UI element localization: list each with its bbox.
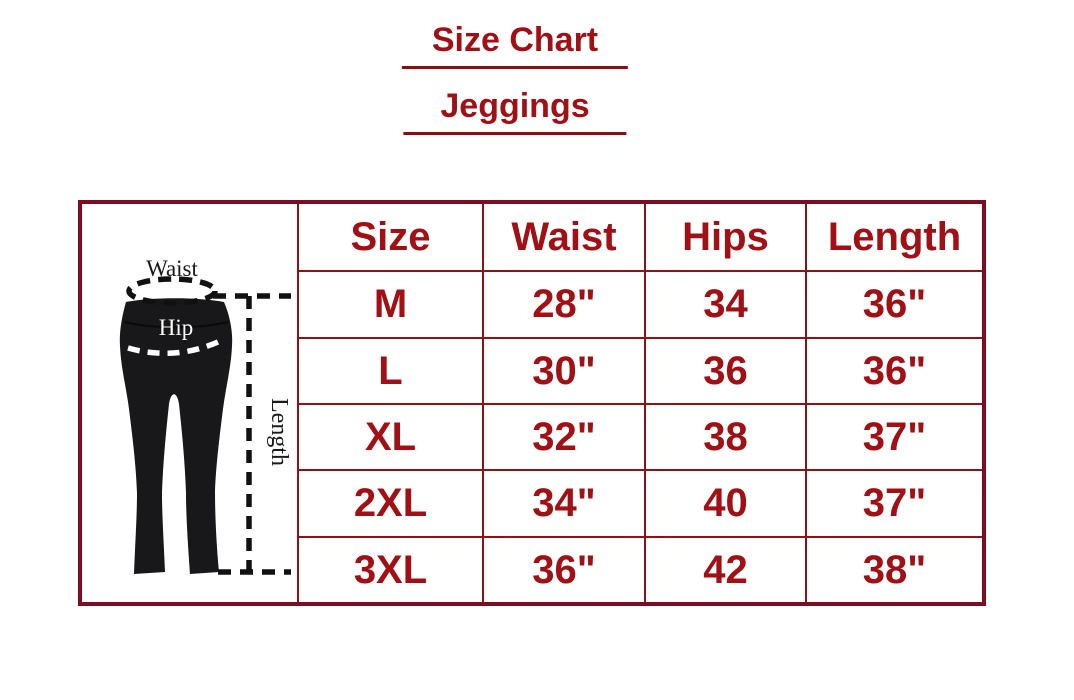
table-cell: 34 <box>644 270 805 337</box>
table-cell: 36 <box>644 336 805 403</box>
table-cell: 38 <box>644 403 805 470</box>
leggings-silhouette <box>119 298 233 574</box>
table-cell: 30" <box>482 336 644 403</box>
product-subtitle: Jeggings <box>403 87 627 136</box>
header-cell-hips: Hips <box>644 204 805 271</box>
table-cell: 34" <box>482 469 644 536</box>
table-cell: 36" <box>805 336 982 403</box>
hip-label: Hip <box>159 315 194 340</box>
table-cell: 37" <box>805 469 982 536</box>
table-cell: 42 <box>644 535 805 602</box>
waist-label: Waist <box>146 256 198 281</box>
size-chart-table: Waist Hip Length Size Waist Hips Length M 28"… <box>78 200 986 606</box>
leggings-illustration-cell: Waist Hip Length <box>82 204 297 602</box>
table-cell: 40 <box>644 469 805 536</box>
header-cell-size: Size <box>297 204 482 271</box>
table-cell: 36" <box>482 535 644 602</box>
size-cell: M <box>297 270 482 337</box>
header-cell-waist: Waist <box>482 204 644 271</box>
table-cell: 32" <box>482 403 644 470</box>
page-title: Size Chart <box>401 21 629 70</box>
table-cell: 37" <box>805 403 982 470</box>
waistband-fold <box>123 321 229 329</box>
table-cell: 28" <box>482 270 644 337</box>
waist-measure-line <box>126 276 218 306</box>
size-cell: 3XL <box>297 535 482 602</box>
size-cell: L <box>297 336 482 403</box>
leggings-illustration: Waist Hip Length <box>119 256 292 575</box>
header-cell-length: Length <box>805 204 982 271</box>
length-label: Length <box>266 398 292 466</box>
table-cell: 38" <box>805 535 982 602</box>
table-cell: 36" <box>805 270 982 337</box>
size-cell: 2XL <box>297 469 482 536</box>
hip-measure-line <box>127 339 220 357</box>
size-cell: XL <box>297 403 482 470</box>
